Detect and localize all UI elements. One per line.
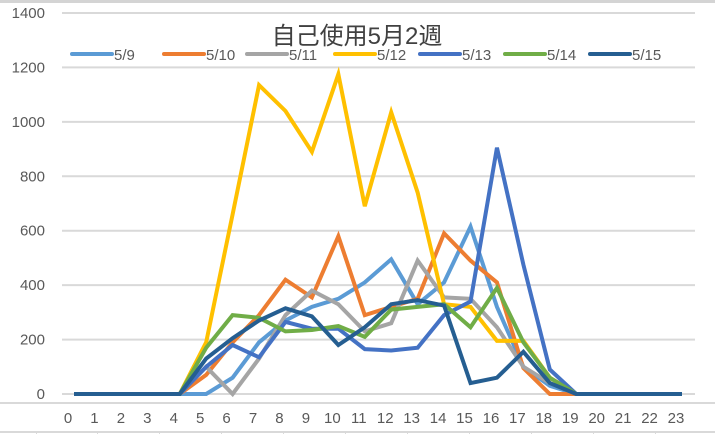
legend-label: 5/10 <box>206 47 235 64</box>
spreadsheet-row-border <box>0 402 715 404</box>
x-tick-label: 13 <box>403 410 420 427</box>
legend-item-5-9: 5/9 <box>70 47 135 64</box>
spreadsheet-column-border <box>593 431 594 434</box>
x-tick-label: 16 <box>483 410 500 427</box>
x-tick-label: 20 <box>588 410 605 427</box>
legend-label: 5/13 <box>462 47 491 64</box>
spreadsheet-column-border <box>159 431 160 434</box>
legend-item-5-12: 5/12 <box>333 47 406 64</box>
legend-label: 5/12 <box>377 47 406 64</box>
x-tick-label: 22 <box>641 410 658 427</box>
x-tick-label: 9 <box>302 410 310 427</box>
x-tick-label: 18 <box>535 410 552 427</box>
chart-title: 自己使用5月2週 <box>272 23 443 50</box>
x-tick-label: 4 <box>170 410 178 427</box>
x-tick-label: 8 <box>275 410 283 427</box>
x-tick-label: 23 <box>668 410 685 427</box>
series-line-5-14 <box>74 283 682 396</box>
x-tick-label: 3 <box>143 410 151 427</box>
spreadsheet-column-border <box>221 431 222 434</box>
x-tick-label: 2 <box>117 410 125 427</box>
y-tick-label: 1000 <box>12 114 45 131</box>
legend-label: 5/15 <box>632 47 661 64</box>
legend-item-5-14: 5/14 <box>503 47 576 64</box>
legend-item-5-10: 5/10 <box>162 47 235 64</box>
series-line-5-11 <box>74 256 682 398</box>
spreadsheet-column-border <box>97 431 98 434</box>
spreadsheet-column-border <box>345 431 346 434</box>
legend-label: 5/14 <box>547 47 576 64</box>
spreadsheet-column-border <box>407 431 408 434</box>
y-tick-label: 200 <box>20 332 45 349</box>
y-tick-label: 600 <box>20 223 45 240</box>
x-axis: 0 1 2 3 4 5 6 7 8 9 10 11 12 13 14 15 16 17 18 19 20 21 22 23 <box>64 410 685 427</box>
y-tick-label: 1400 <box>12 5 45 22</box>
legend-item-5-11: 5/11 <box>245 47 317 64</box>
x-tick-label: 12 <box>377 410 394 427</box>
x-tick-label: 11 <box>351 410 367 427</box>
x-tick-label: 10 <box>324 410 341 427</box>
x-tick-label: 14 <box>430 410 447 427</box>
legend-item-5-15: 5/15 <box>588 47 661 64</box>
x-tick-label: 7 <box>249 410 257 427</box>
series-line-5-15 <box>74 298 682 396</box>
y-axis: 0 200 400 600 800 1000 1200 1400 <box>12 5 45 403</box>
spreadsheet-column-border <box>283 431 284 434</box>
spreadsheet-column-border <box>531 431 532 434</box>
y-tick-label: 400 <box>20 277 45 294</box>
legend-item-5-13: 5/13 <box>418 47 491 64</box>
gridlines <box>62 12 695 395</box>
spreadsheet-column-border <box>36 431 37 434</box>
legend: 5/9 5/10 5/11 5/12 5/13 5/14 5/15 <box>70 47 661 64</box>
legend-label: 5/9 <box>114 47 135 64</box>
spreadsheet-column-border <box>655 431 656 434</box>
x-tick-label: 0 <box>64 410 72 427</box>
y-tick-label: 0 <box>37 386 45 403</box>
spreadsheet-column-border <box>469 431 470 434</box>
spreadsheet-top-border <box>0 0 715 3</box>
series-lines <box>74 66 682 398</box>
x-tick-label: 19 <box>562 410 579 427</box>
x-tick-label: 1 <box>90 410 98 427</box>
x-tick-label: 21 <box>615 410 632 427</box>
x-tick-label: 5 <box>196 410 204 427</box>
legend-label: 5/11 <box>289 47 317 64</box>
x-tick-label: 6 <box>222 410 230 427</box>
y-tick-label: 1200 <box>12 59 45 76</box>
y-tick-label: 800 <box>20 168 45 185</box>
spreadsheet-row-border <box>0 431 715 433</box>
x-tick-label: 15 <box>456 410 473 427</box>
x-tick-label: 17 <box>509 410 526 427</box>
